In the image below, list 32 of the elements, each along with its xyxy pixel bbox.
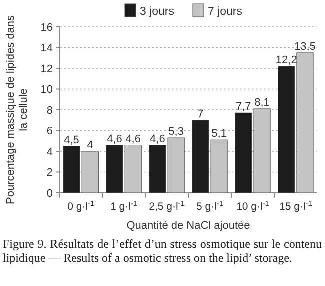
x-tick-label: 1 g·l$^{-1}$ — [110, 198, 138, 213]
data-label: 4,6 — [150, 133, 166, 146]
y-tick-label: 16 — [40, 22, 53, 34]
y-tick-label: 8 — [46, 104, 53, 117]
x-axis-title: Quantité de NaCl ajoutée — [126, 220, 250, 232]
y-tick-label: 10 — [40, 84, 53, 96]
data-label: 12,2 — [276, 54, 298, 66]
y-tick-label: 12 — [40, 63, 53, 76]
data-label: 13,5 — [294, 40, 316, 53]
legend-label: 7 jours — [208, 6, 243, 18]
y-tick-label: 6 — [46, 126, 53, 138]
data-label: 4,5 — [64, 134, 80, 146]
data-label: 8,1 — [254, 96, 270, 109]
y-tick-label: 2 — [46, 167, 53, 180]
y-tick-label: 4 — [46, 146, 53, 158]
caption: Figure 9. Résultats de l’effet d’un stress osmotique sur le contenu lipidique — Results of a osmotic stress on the lipid’ storage. — [3, 237, 322, 265]
x-tick-label: 2,5 g·l$^{-1}$ — [149, 198, 185, 213]
x-tick-label: 10 g·l$^{-1}$ — [236, 198, 270, 213]
x-tick-label: 0 g·l$^{-1}$ — [68, 198, 95, 213]
data-label: 7,7 — [236, 101, 252, 114]
data-label: 5,3 — [168, 126, 184, 138]
legend-label: 3 jours — [140, 6, 175, 18]
y-tick-label: 14 — [40, 42, 53, 55]
data-label: 7 — [198, 108, 204, 120]
x-tick-label: 5 g·l$^{-1}$ — [196, 198, 224, 213]
data-label: 5,1 — [212, 128, 227, 140]
y-tick-label: 0 — [46, 188, 53, 200]
y-axis-title: Pourcentage massique de lipides dans la cellule — [5, 15, 30, 204]
data-label: 4,6 — [107, 133, 122, 146]
data-label: 4 — [87, 140, 94, 152]
x-tick-label: 15 g·l$^{-1}$ — [280, 198, 312, 213]
data-label: 4,6 — [126, 133, 141, 146]
